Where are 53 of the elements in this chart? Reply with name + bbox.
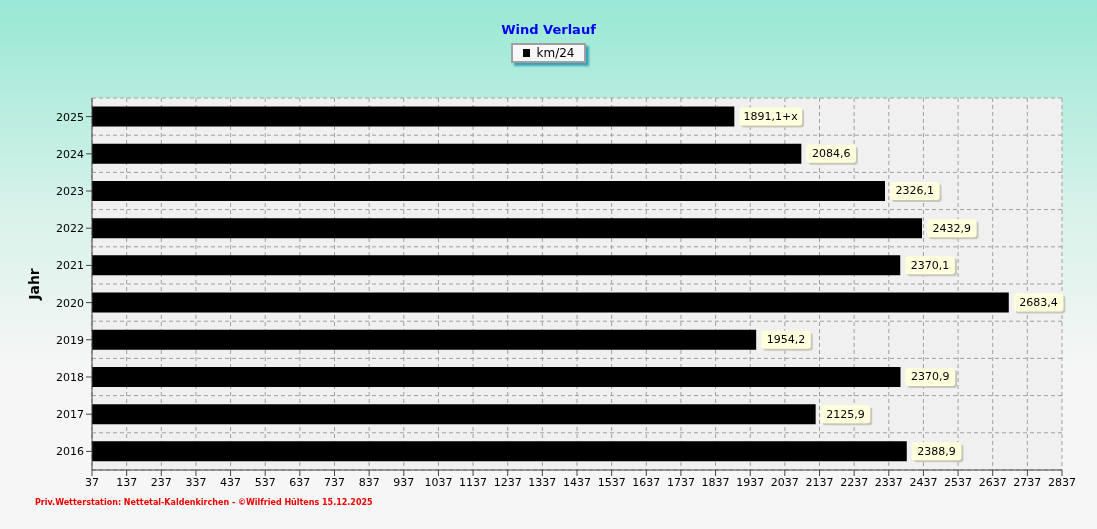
- y-tick-label: 2020: [56, 296, 84, 310]
- y-tick-label: 2024: [56, 147, 84, 161]
- x-tick-label: 2537: [944, 475, 973, 489]
- x-tick-label: 1037: [424, 475, 453, 489]
- x-tick-label: 837: [358, 475, 380, 489]
- data-label: 2326,1: [895, 184, 935, 198]
- x-tick-label: 2337: [874, 475, 903, 489]
- y-axis-title: Jahr: [25, 268, 42, 301]
- x-tick-label: 537: [254, 475, 276, 489]
- x-tick-label: 1637: [632, 475, 661, 489]
- x-tick-label: 137: [116, 475, 138, 489]
- chart-title: Wind Verlauf: [500, 22, 597, 37]
- data-label: 2683,4: [1019, 296, 1058, 310]
- x-tick-label: 1137: [459, 475, 488, 489]
- x-tick-label: 937: [393, 475, 415, 489]
- y-tick-label: 2021: [56, 259, 84, 273]
- x-tick-label: 337: [185, 475, 207, 489]
- x-tick-label: 1837: [701, 475, 730, 489]
- x-tick-label: 2737: [1013, 475, 1042, 489]
- y-tick-label: 2025: [56, 110, 84, 124]
- data-label: 2125,9: [826, 407, 865, 421]
- x-tick-label: 1537: [597, 475, 626, 489]
- x-tick-label: 437: [220, 475, 242, 489]
- x-tick-label: 2037: [770, 475, 799, 489]
- x-tick-label: 637: [289, 475, 311, 489]
- x-tick-label: 1437: [563, 475, 591, 489]
- x-tick-label: 1737: [666, 475, 695, 489]
- data-label: 2370,9: [911, 370, 950, 384]
- x-tick-label: 237: [150, 475, 172, 489]
- x-tick-label: 37: [85, 475, 99, 489]
- text: Priv.Wetterstation: Nettetal-Kaldenkirchen - ©Wilfried Hültens 15.12.2025: [35, 498, 373, 507]
- data-label: 1954,2: [766, 333, 806, 347]
- x-tick-label: 1337: [528, 475, 557, 489]
- x-tick-label: 2837: [1048, 475, 1076, 489]
- x-tick-label: 1937: [736, 475, 765, 489]
- data-label: 1891,1+x: [743, 110, 799, 124]
- y-tick-label: 2018: [56, 370, 84, 384]
- x-tick-label: 737: [324, 475, 345, 489]
- y-tick-label: 2017: [56, 408, 84, 422]
- data-label: 2388,9: [917, 444, 956, 458]
- x-tick-label: 2237: [840, 475, 869, 489]
- data-label: 2084,6: [811, 147, 851, 161]
- x-tick-label: 1237: [493, 475, 522, 489]
- data-label: 2432,9: [932, 221, 972, 235]
- x-tick-label: 2637: [978, 475, 1007, 489]
- y-tick-label: 2023: [56, 184, 84, 198]
- data-label: 2370,1: [910, 258, 950, 272]
- y-tick-label: 2016: [56, 445, 84, 459]
- y-tick-label: 2022: [56, 222, 84, 236]
- y-tick-label: 2019: [56, 333, 84, 347]
- x-tick-label: 2437: [909, 475, 938, 489]
- legend-label: km/24: [536, 46, 575, 60]
- x-tick-label: 2137: [805, 475, 834, 489]
